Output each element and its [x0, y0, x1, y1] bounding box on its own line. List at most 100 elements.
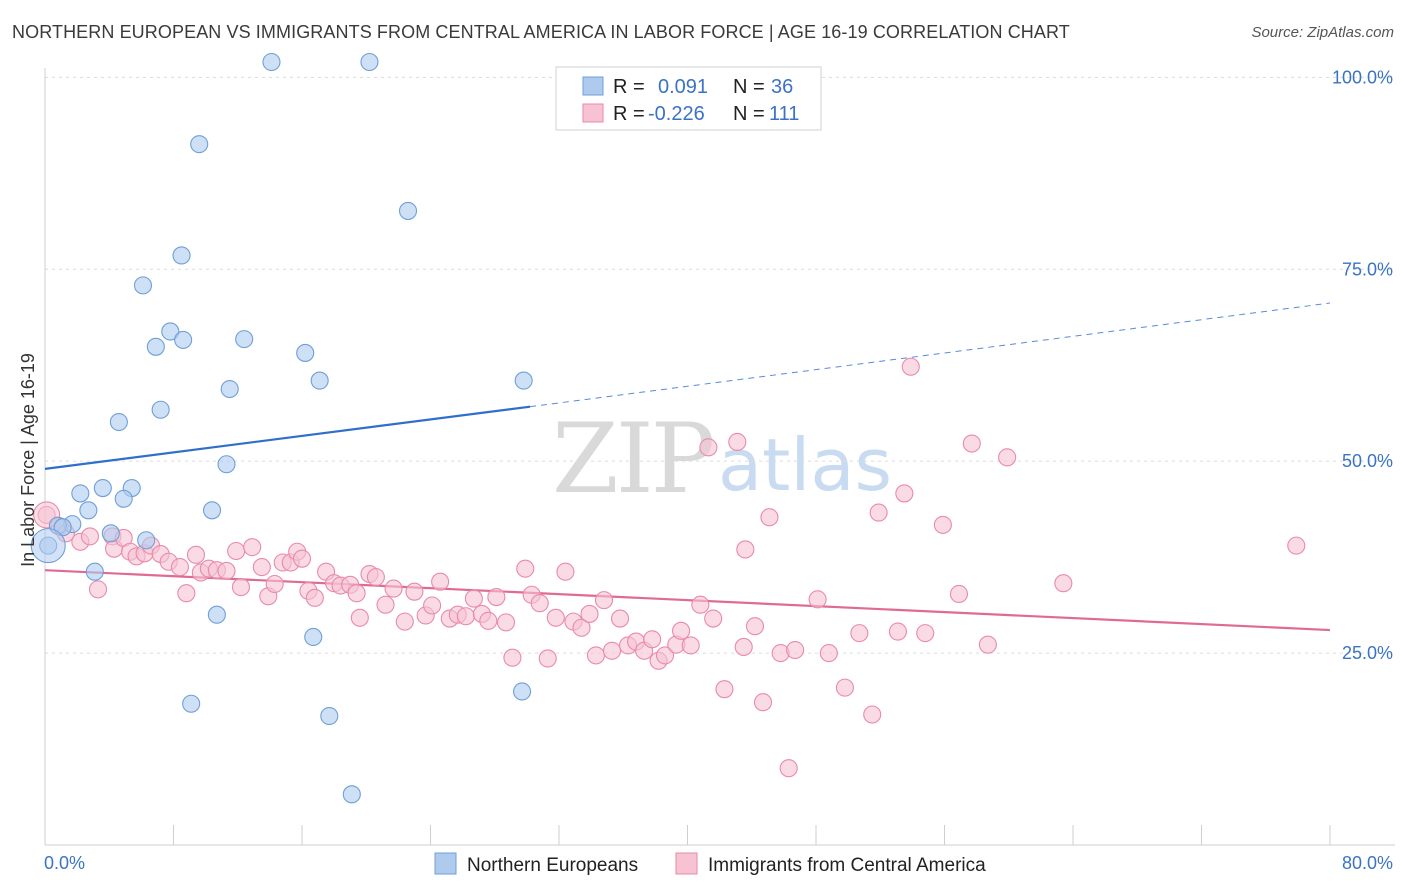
watermark-atlas: atlas [718, 423, 892, 507]
northern-europeans-point-12 [514, 371, 533, 390]
northern-europeans-point-8 [235, 330, 254, 349]
central-america-point-42 [376, 595, 395, 614]
central-america-point-104 [949, 584, 969, 604]
chart-source: Source: ZipAtlas.com [1251, 24, 1394, 41]
y-tick-label-1: 75.0% [1342, 259, 1393, 279]
central-america-point-107 [998, 448, 1017, 467]
central-america-point-62 [546, 608, 565, 627]
central-america-point-68 [594, 591, 614, 610]
northern-europeans-point-32 [513, 682, 532, 701]
trend-blue-dashed [530, 302, 1331, 408]
northern-europeans-point-34 [320, 706, 339, 726]
northern-europeans-point-35 [342, 785, 361, 804]
trend-line-central-america [44, 569, 1331, 632]
northern-europeans-point-11 [310, 371, 329, 390]
central-america-point-78 [672, 621, 691, 640]
central-america-point-66 [580, 604, 599, 623]
central-america-point-17 [186, 545, 206, 564]
legend-n-value-1: 36 [771, 76, 793, 98]
northern-europeans-point-9 [146, 337, 165, 356]
axes [44, 68, 1395, 846]
central-america-point-61 [538, 649, 557, 668]
central-america-point-89 [760, 508, 779, 527]
central-america-point-96 [850, 624, 869, 643]
northern-europeans-point-13 [220, 379, 239, 399]
series-legend: Northern Europeans Immigrants from Centr… [434, 852, 986, 876]
northern-europeans-point-10 [296, 343, 315, 362]
central-america-point-38 [347, 584, 366, 603]
y-axis-label: In Labor Force | Age 16-19 [18, 353, 38, 567]
central-america-point-65 [572, 618, 591, 637]
northern-europeans-point-3 [398, 201, 418, 220]
northern-europeans-point-large [30, 528, 66, 564]
northern-europeans-point-30 [207, 605, 226, 624]
x-tick-label-1: 80.0% [1342, 853, 1393, 873]
central-america-point-83 [715, 680, 734, 699]
central-america-point-95 [835, 678, 854, 697]
central-america-point-84 [728, 432, 747, 452]
central-america-point-94 [819, 644, 838, 663]
central-america-point-52 [464, 589, 483, 608]
central-america-point-43 [384, 579, 403, 598]
legend-r-label-1: R = [613, 76, 645, 98]
northern-europeans-point-7 [174, 330, 193, 349]
central-america-point-58 [516, 559, 535, 578]
central-america-point-80 [691, 595, 710, 614]
northern-europeans-point-6 [161, 322, 180, 341]
northern-europeans-point-21 [79, 501, 98, 520]
legend-r-value-1: 0.091 [658, 76, 708, 98]
chart-title: NORTHERN EUROPEAN VS IMMIGRANTS FROM CEN… [12, 22, 1070, 42]
central-america-point-47 [423, 596, 442, 615]
northern-europeans-point-26 [101, 524, 120, 543]
watermark-zip: ZIP [552, 403, 713, 515]
bottom-legend-label-1: Northern Europeans [467, 855, 638, 876]
trend-line-northern-europeans [44, 302, 1331, 470]
points-central-america [33, 357, 1306, 778]
central-america-point-15 [170, 558, 189, 577]
central-america-point-81 [699, 438, 718, 457]
northern-europeans-point-27 [137, 531, 156, 550]
legend-r-label-2: R = [613, 103, 645, 125]
legend-r-value-2: -0.226 [648, 103, 705, 125]
y-tick-label-3: 25.0% [1342, 643, 1393, 663]
points-northern-europeans [30, 52, 533, 804]
northern-europeans-point-20 [114, 489, 133, 508]
central-america-point-21 [217, 561, 236, 581]
central-america-point-57 [503, 648, 522, 667]
northern-europeans-point-22 [203, 501, 222, 520]
central-america-point-109 [1287, 536, 1306, 555]
central-america-point-31 [292, 549, 312, 568]
central-america-point-102 [916, 624, 935, 643]
central-america-point-24 [243, 538, 262, 557]
central-america-point-22 [227, 541, 246, 561]
correlation-legend: R = 0.091 N = 36 R = -0.226 N = 111 [555, 66, 822, 131]
central-america-point-106 [978, 635, 997, 654]
central-america-point-41 [366, 568, 385, 587]
central-america-point-55 [487, 587, 506, 607]
central-america-point-74 [643, 630, 662, 649]
tick-labels: 100.0% 75.0% 50.0% 25.0% 0.0% 80.0% [44, 67, 1393, 873]
central-america-point-5 [88, 580, 108, 599]
central-america-point-48 [431, 572, 450, 591]
central-america-point-105 [962, 434, 981, 453]
central-america-point-76 [655, 646, 675, 665]
central-america-point-44 [395, 612, 414, 631]
trend-pink-solid [44, 569, 1331, 632]
central-america-point-51 [456, 607, 475, 626]
legend-n-label-1: N = [733, 76, 765, 98]
northern-europeans-point-2 [190, 135, 209, 154]
legend-n-value-2: 111 [769, 103, 799, 125]
bottom-legend-label-2: Immigrants from Central America [708, 855, 986, 876]
central-america-point-56 [496, 613, 516, 632]
northern-europeans-point-14 [151, 400, 170, 419]
northern-europeans-point-33 [182, 694, 201, 713]
x-tick-label-0: 0.0% [44, 853, 85, 873]
central-america-point-88 [753, 693, 773, 712]
central-america-point-25 [252, 558, 271, 577]
northern-europeans-point-15 [109, 412, 128, 432]
northern-europeans-point-4 [172, 246, 191, 265]
central-america-point-79 [681, 636, 700, 655]
central-america-point-39 [350, 608, 369, 627]
northern-europeans-point-1 [360, 52, 379, 72]
central-america-point-60 [530, 594, 549, 613]
